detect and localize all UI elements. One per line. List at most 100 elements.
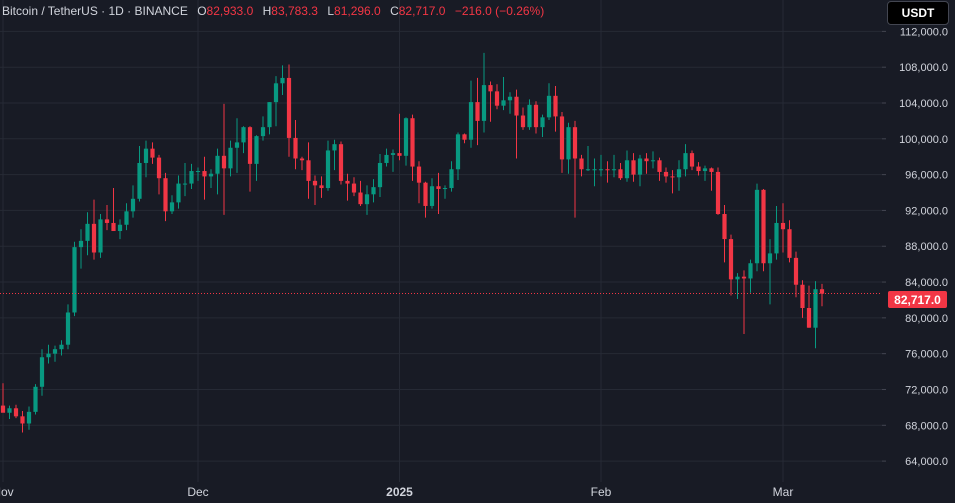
candle-body: [644, 158, 649, 162]
candle: [683, 144, 688, 177]
candle-body: [709, 168, 714, 172]
candle-body: [176, 183, 181, 203]
candle-body: [819, 289, 825, 294]
candles: [0, 52, 825, 433]
candle: [793, 251, 799, 298]
candle: [124, 203, 129, 231]
candle-body: [605, 169, 610, 171]
change-value: −216.0 (−0.26%): [454, 4, 545, 18]
time-tick-label: Dec: [187, 485, 208, 499]
price-tick-label: 108,000.0: [899, 62, 948, 74]
candle: [663, 167, 669, 183]
candle: [611, 154, 617, 178]
candle-body: [514, 96, 519, 116]
candle-body: [780, 222, 786, 230]
candle-body: [351, 183, 357, 193]
candle-body: [273, 83, 279, 103]
candle: [787, 220, 792, 263]
candle: [91, 199, 97, 260]
candle-body: [312, 180, 318, 186]
candle: [52, 345, 58, 362]
candle: [429, 178, 435, 209]
time-tick-label: Feb: [591, 485, 612, 499]
price-tick-label: 112,000.0: [900, 26, 948, 38]
candle: [449, 161, 454, 192]
candle-body: [410, 118, 415, 167]
candle: [176, 175, 181, 209]
candle: [514, 89, 519, 159]
candle: [117, 219, 123, 240]
candle-body: [423, 182, 428, 206]
candle: [208, 169, 214, 189]
candle-body: [234, 142, 240, 148]
candle: [722, 205, 727, 263]
candle-body: [715, 171, 721, 215]
candle: [468, 80, 474, 148]
candle: [247, 126, 253, 192]
candle-body: [572, 127, 578, 159]
candle: [371, 179, 376, 203]
candle: [202, 156, 207, 200]
last-price-tag: 82,717.0: [888, 291, 947, 308]
candle: [260, 116, 266, 141]
time-axis[interactable]: Nov Dec 2025 Feb Mar: [0, 485, 793, 499]
candle: [267, 102, 272, 135]
candle: [410, 114, 415, 181]
candle-body: [449, 169, 454, 189]
candle: [59, 340, 64, 356]
price-tick-label: 76,000.0: [905, 349, 948, 361]
candle: [546, 83, 552, 121]
candle-body: [761, 189, 766, 264]
candle-body: [260, 127, 266, 137]
candle: [312, 175, 318, 206]
candle-body: [754, 189, 760, 264]
candle-body: [696, 166, 701, 172]
candle: [618, 162, 623, 180]
candle: [644, 153, 649, 174]
candle-body: [65, 312, 71, 345]
candle: [605, 161, 610, 183]
candle: [72, 241, 77, 317]
candle: [585, 145, 591, 172]
candle-body: [358, 192, 363, 205]
candle: [637, 154, 643, 187]
candle: [150, 142, 155, 164]
candle-body: [72, 247, 77, 313]
candle: [598, 154, 604, 177]
currency-button[interactable]: USDT: [887, 1, 949, 25]
candle-body: [228, 147, 233, 169]
candle-body: [611, 169, 617, 171]
candle-body: [579, 158, 584, 170]
candle-body: [202, 171, 207, 177]
candle: [332, 139, 337, 171]
candle-body: [722, 214, 727, 240]
candle: [800, 280, 805, 318]
candle-body: [364, 194, 370, 205]
candle-body: [111, 222, 116, 232]
high-value: 83,783.3: [271, 4, 318, 18]
candle-body: [280, 77, 285, 84]
candle-body: [13, 408, 19, 417]
candle-body: [371, 187, 376, 195]
candle-body: [299, 158, 305, 161]
candle-body: [787, 229, 792, 258]
candle: [306, 142, 311, 199]
candle: [182, 162, 188, 197]
candle: [85, 212, 90, 256]
candle: [254, 135, 259, 181]
candle-body: [345, 180, 350, 184]
candle: [631, 153, 636, 182]
candle-body: [267, 102, 272, 128]
candle-body: [527, 104, 532, 128]
candle-body: [150, 148, 155, 158]
candle: [423, 181, 428, 218]
candle: [533, 101, 539, 134]
candle-body: [26, 411, 32, 424]
candle-body: [33, 386, 38, 412]
candle: [345, 173, 350, 201]
candle: [527, 99, 532, 130]
price-axis[interactable]: 64,000.0 68,000.0 72,000.0 76,000.0 80,000.0…: [882, 26, 948, 468]
candle-body: [169, 202, 175, 212]
candle: [696, 162, 701, 176]
